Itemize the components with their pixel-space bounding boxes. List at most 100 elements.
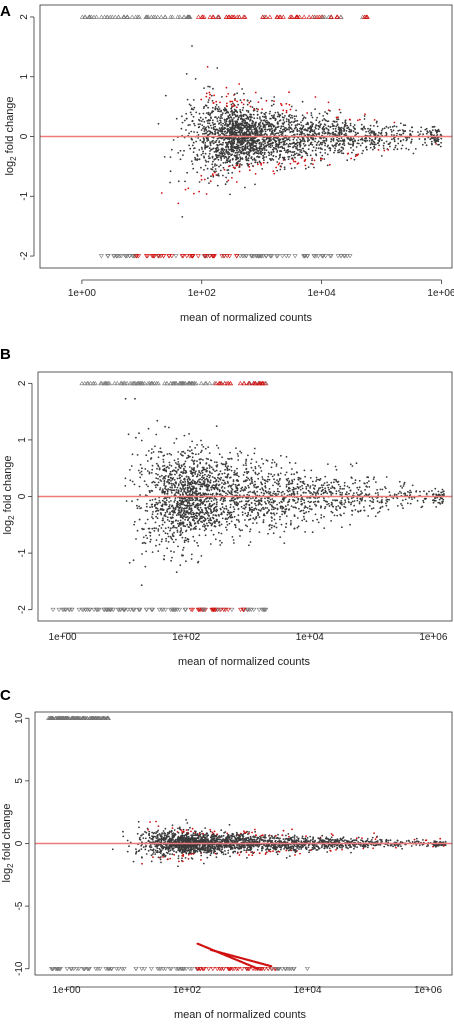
data-point <box>172 511 175 514</box>
data-point <box>422 501 425 504</box>
data-point <box>239 500 241 503</box>
data-point <box>270 104 273 107</box>
data-point <box>273 514 276 516</box>
data-point <box>283 140 286 143</box>
data-point <box>294 462 297 464</box>
data-point <box>291 157 294 160</box>
data-point <box>183 462 186 465</box>
data-point <box>143 480 146 482</box>
data-point <box>352 137 355 140</box>
data-point <box>201 478 203 481</box>
data-point <box>348 486 351 489</box>
data-point <box>222 155 225 158</box>
data-point <box>341 497 343 500</box>
data-point <box>202 152 204 155</box>
data-point <box>341 488 344 490</box>
data-point <box>204 116 207 119</box>
data-point <box>203 130 206 133</box>
data-point <box>271 142 274 145</box>
data-point <box>248 504 251 507</box>
data-point <box>226 110 229 113</box>
data-point <box>286 489 289 492</box>
data-point <box>253 518 256 521</box>
data-point <box>266 128 269 131</box>
data-point <box>301 519 304 522</box>
data-point <box>186 504 188 507</box>
data-point <box>319 151 322 154</box>
data-point <box>229 506 232 509</box>
data-point <box>224 518 227 520</box>
data-point <box>208 489 211 492</box>
data-point <box>297 486 300 489</box>
data-point <box>289 490 291 492</box>
data-point <box>225 118 228 120</box>
data-point <box>200 174 203 177</box>
data-point <box>385 476 388 478</box>
data-point <box>155 462 158 465</box>
data-point <box>181 486 184 488</box>
data-point <box>262 115 264 118</box>
clipped-point <box>173 254 179 259</box>
data-point <box>313 166 315 169</box>
data-point <box>366 148 368 151</box>
data-point <box>342 127 345 130</box>
data-point <box>305 486 308 488</box>
data-point <box>309 137 312 139</box>
data-point <box>367 515 370 517</box>
data-point <box>236 92 239 95</box>
data-point <box>282 125 285 128</box>
data-point <box>274 481 276 484</box>
data-point <box>268 123 271 125</box>
data-point <box>224 141 227 144</box>
data-point <box>288 498 291 501</box>
data-point <box>254 148 257 151</box>
data-point <box>285 137 288 139</box>
data-point <box>150 472 153 474</box>
data-point <box>234 120 237 123</box>
data-point <box>238 164 241 166</box>
data-point <box>220 487 223 489</box>
data-point <box>264 128 267 131</box>
data-point <box>191 138 194 141</box>
data-point <box>233 501 236 504</box>
data-point <box>215 461 218 464</box>
data-point <box>197 123 200 126</box>
data-point <box>402 130 405 132</box>
data-point <box>437 493 440 496</box>
data-point <box>177 468 180 471</box>
data-point <box>263 492 266 495</box>
data-point <box>229 193 231 196</box>
data-point <box>204 128 206 131</box>
data-point <box>393 134 395 137</box>
data-point <box>198 514 201 516</box>
data-point <box>236 479 239 481</box>
data-point <box>212 533 215 536</box>
data-point <box>214 520 217 523</box>
data-point <box>338 130 341 133</box>
data-point <box>237 162 239 165</box>
data-point <box>272 150 275 153</box>
data-point <box>155 486 157 489</box>
data-point <box>224 112 227 115</box>
data-point <box>165 497 168 499</box>
data-point <box>189 499 192 502</box>
data-point <box>359 510 362 512</box>
data-point <box>347 126 350 129</box>
data-point <box>255 132 258 135</box>
data-point <box>287 150 290 153</box>
data-point <box>296 147 298 150</box>
data-point <box>229 128 232 131</box>
data-point <box>226 493 229 496</box>
data-point <box>254 467 257 470</box>
data-point <box>257 101 260 103</box>
data-point <box>185 475 188 478</box>
clipped-point <box>195 14 202 19</box>
data-point <box>256 155 258 158</box>
data-point <box>160 474 163 477</box>
data-point <box>300 500 303 503</box>
data-point <box>150 503 153 506</box>
data-point <box>235 162 238 165</box>
data-point <box>155 433 158 436</box>
data-point <box>212 147 215 150</box>
data-point <box>212 468 215 471</box>
